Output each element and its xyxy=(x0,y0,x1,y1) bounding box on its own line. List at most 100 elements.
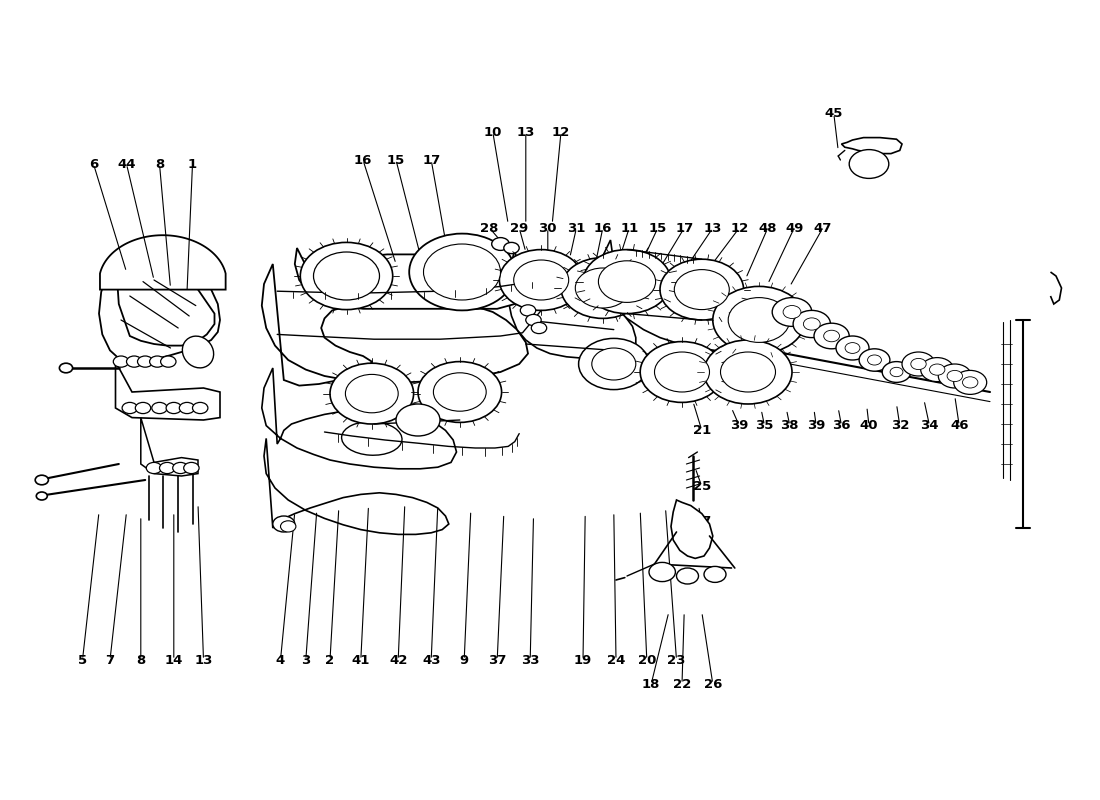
Polygon shape xyxy=(116,362,220,420)
Circle shape xyxy=(345,374,398,413)
Polygon shape xyxy=(141,418,198,476)
Text: 20: 20 xyxy=(638,654,656,666)
Circle shape xyxy=(845,342,860,354)
Circle shape xyxy=(882,362,911,382)
Text: 32: 32 xyxy=(891,419,909,432)
Circle shape xyxy=(793,310,830,338)
Polygon shape xyxy=(99,256,220,362)
Text: 15: 15 xyxy=(387,154,405,166)
Text: 7: 7 xyxy=(106,654,114,666)
Circle shape xyxy=(138,356,153,367)
Text: 41: 41 xyxy=(352,654,370,666)
Text: 47: 47 xyxy=(814,222,832,234)
Text: 39: 39 xyxy=(807,419,825,432)
Text: 43: 43 xyxy=(422,654,440,666)
Text: 31: 31 xyxy=(568,222,585,234)
Circle shape xyxy=(962,377,978,388)
Text: 16: 16 xyxy=(594,222,612,234)
Polygon shape xyxy=(262,264,528,386)
Circle shape xyxy=(300,242,393,310)
Text: 13: 13 xyxy=(704,222,722,234)
Circle shape xyxy=(173,462,188,474)
Text: 48: 48 xyxy=(759,222,777,234)
Circle shape xyxy=(531,322,547,334)
Circle shape xyxy=(954,370,987,394)
Circle shape xyxy=(160,462,175,474)
Circle shape xyxy=(772,298,812,326)
Circle shape xyxy=(803,318,821,330)
Text: 35: 35 xyxy=(756,419,773,432)
Polygon shape xyxy=(295,248,522,309)
Text: 19: 19 xyxy=(574,654,592,666)
Circle shape xyxy=(418,362,502,422)
Circle shape xyxy=(592,348,636,380)
Text: 15: 15 xyxy=(649,222,667,234)
Circle shape xyxy=(35,475,48,485)
Text: 8: 8 xyxy=(155,158,164,170)
Circle shape xyxy=(859,349,890,371)
Circle shape xyxy=(520,305,536,316)
Text: 22: 22 xyxy=(673,678,691,690)
Circle shape xyxy=(836,336,869,360)
Text: 38: 38 xyxy=(781,419,799,432)
Text: 2: 2 xyxy=(326,654,334,666)
Polygon shape xyxy=(1050,272,1062,304)
Circle shape xyxy=(783,306,801,318)
Circle shape xyxy=(499,250,583,310)
Circle shape xyxy=(273,516,295,532)
Polygon shape xyxy=(671,500,713,558)
Polygon shape xyxy=(262,368,456,469)
Circle shape xyxy=(713,286,805,354)
Text: 16: 16 xyxy=(354,154,372,166)
Text: 13: 13 xyxy=(195,654,212,666)
Text: 1: 1 xyxy=(188,158,197,170)
Circle shape xyxy=(640,342,724,402)
Circle shape xyxy=(654,352,710,392)
Text: 17: 17 xyxy=(422,154,440,166)
Circle shape xyxy=(938,364,971,388)
Circle shape xyxy=(583,250,671,314)
Circle shape xyxy=(868,355,881,365)
Text: 34: 34 xyxy=(921,419,938,432)
Circle shape xyxy=(161,356,176,367)
Circle shape xyxy=(911,358,926,370)
Text: 29: 29 xyxy=(510,222,528,234)
Text: 30: 30 xyxy=(539,222,557,234)
Circle shape xyxy=(526,314,541,326)
Text: 39: 39 xyxy=(730,419,748,432)
Polygon shape xyxy=(264,438,449,534)
Text: 5: 5 xyxy=(78,654,87,666)
Text: 9: 9 xyxy=(460,654,469,666)
Text: 37: 37 xyxy=(488,654,506,666)
Text: 3: 3 xyxy=(301,654,310,666)
Polygon shape xyxy=(842,138,902,154)
Circle shape xyxy=(704,566,726,582)
Circle shape xyxy=(579,338,649,390)
Ellipse shape xyxy=(183,336,213,368)
Text: 40: 40 xyxy=(860,419,878,432)
Text: 42: 42 xyxy=(389,654,407,666)
Ellipse shape xyxy=(342,422,402,455)
Circle shape xyxy=(59,363,73,373)
Circle shape xyxy=(314,252,380,300)
Circle shape xyxy=(660,259,744,320)
Text: 49: 49 xyxy=(785,222,803,234)
Text: 26: 26 xyxy=(704,678,722,690)
Polygon shape xyxy=(100,235,226,290)
Text: 10: 10 xyxy=(484,126,502,138)
Circle shape xyxy=(113,356,129,367)
Circle shape xyxy=(504,242,519,254)
Text: 13: 13 xyxy=(517,126,535,138)
Circle shape xyxy=(561,258,645,318)
Text: 12: 12 xyxy=(552,126,570,138)
Circle shape xyxy=(947,370,962,382)
Text: 23: 23 xyxy=(668,654,685,666)
Circle shape xyxy=(575,268,630,308)
Circle shape xyxy=(424,244,500,300)
Circle shape xyxy=(184,462,199,474)
Circle shape xyxy=(598,261,656,302)
Circle shape xyxy=(728,298,790,342)
Text: 25: 25 xyxy=(693,480,711,493)
Text: 36: 36 xyxy=(833,419,850,432)
Circle shape xyxy=(166,402,182,414)
